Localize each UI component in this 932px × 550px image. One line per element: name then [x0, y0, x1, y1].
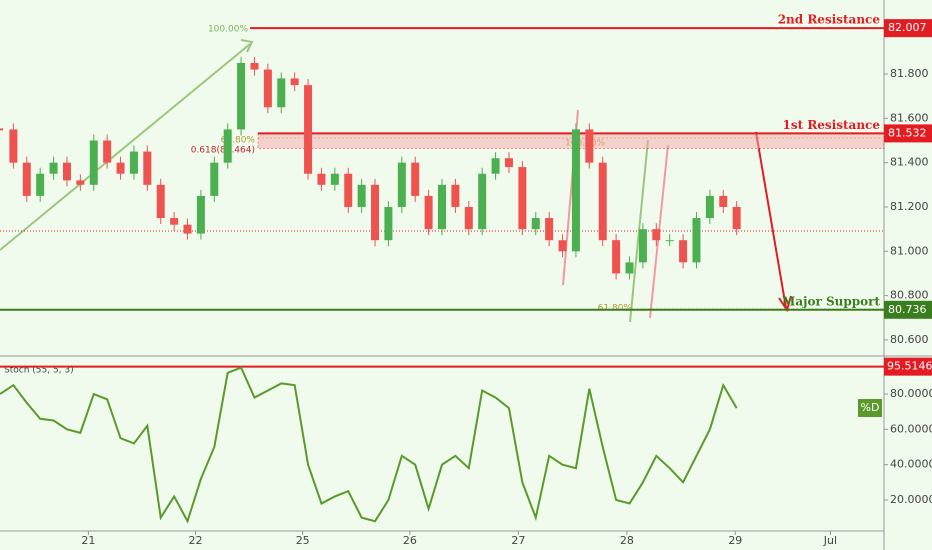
- x-tick-label: 25: [296, 534, 310, 547]
- candle: [478, 173, 487, 230]
- candle: [76, 180, 85, 185]
- x-tick-label: 29: [728, 534, 742, 547]
- candle: [290, 78, 299, 86]
- candle: [705, 195, 714, 219]
- y-tick-label: 81.200: [890, 200, 929, 213]
- level-value: 95.5146: [887, 360, 932, 373]
- level-value: 80.736: [888, 303, 927, 316]
- y2-tick-label: 40.0000: [890, 458, 932, 471]
- candle: [719, 195, 728, 207]
- y-tick-label: 80.600: [890, 333, 929, 346]
- candle: [612, 240, 621, 274]
- fib-label: 61.80%: [221, 136, 256, 146]
- candle: [424, 195, 433, 230]
- candle: [223, 129, 232, 163]
- y2-tick-label: 20.0000: [890, 493, 932, 506]
- fib-label: 61.80%: [598, 304, 633, 314]
- level-tag: [884, 300, 932, 319]
- candle: [665, 240, 674, 242]
- level-value: 82.007: [888, 21, 927, 34]
- candle: [545, 218, 554, 241]
- candle: [464, 206, 473, 230]
- candle: [250, 62, 259, 70]
- candle: [304, 85, 313, 174]
- candle: [344, 173, 353, 207]
- candle: [143, 151, 152, 185]
- candle: [9, 129, 18, 163]
- candle: [357, 184, 366, 207]
- x-tick-label: 21: [81, 534, 95, 547]
- x-tick-label: Jul: [823, 534, 837, 547]
- candle: [22, 162, 31, 196]
- level-tag: [884, 124, 932, 143]
- candle: [103, 140, 112, 163]
- candle: [237, 62, 246, 130]
- candle: [692, 218, 701, 263]
- candle: [156, 184, 165, 219]
- candle: [638, 229, 647, 263]
- y2-tick-label: 60.0000: [890, 422, 932, 435]
- resistance-zone: [257, 132, 885, 149]
- candle: [384, 206, 393, 241]
- level-name: 2nd Resistance: [778, 13, 881, 27]
- candle: [62, 162, 71, 181]
- candle: [558, 240, 567, 252]
- x-tick-label: 28: [620, 534, 634, 547]
- y-tick-label: 81.000: [890, 244, 929, 257]
- candle: [36, 173, 45, 196]
- y2-tick-label: 80.0000: [890, 387, 932, 400]
- level-name: Major Support: [782, 294, 880, 308]
- candle: [89, 140, 98, 185]
- y-tick-label: 81.800: [890, 67, 929, 80]
- candle: [317, 173, 326, 185]
- legend-tag: [858, 399, 882, 417]
- candle: [598, 162, 607, 241]
- candle: [518, 167, 527, 230]
- candle: [263, 69, 272, 108]
- candle: [491, 158, 500, 174]
- level-name: 1st Resistance: [783, 118, 881, 132]
- candle: [652, 229, 661, 241]
- candle: [371, 184, 380, 241]
- indicator-title: Stoch (55, 5, 3): [4, 366, 74, 376]
- candle: [170, 218, 179, 225]
- candle: [210, 162, 219, 196]
- y-tick-label: 81.600: [890, 111, 929, 124]
- fib-label: 0.618(81.464): [191, 146, 255, 156]
- level-value: 81.532: [888, 126, 927, 139]
- candle: [438, 184, 446, 230]
- candle: [49, 162, 58, 174]
- candle: [196, 195, 205, 234]
- candle: [585, 129, 594, 163]
- candle: [411, 162, 420, 196]
- candle: [116, 162, 125, 174]
- candle: [571, 129, 580, 252]
- stoch-line: [0, 366, 738, 524]
- y-tick-label: 81.400: [890, 156, 929, 169]
- candle: [397, 162, 406, 207]
- candle: [625, 262, 634, 274]
- level-tag: [884, 19, 932, 38]
- candle: [277, 78, 286, 108]
- level-tag: [884, 357, 932, 376]
- x-tick-label: 22: [189, 534, 203, 547]
- candle: [183, 224, 192, 234]
- fib-label: 100.00%: [208, 25, 248, 35]
- y-tick-label: 80.800: [890, 289, 929, 302]
- candle: [531, 218, 540, 230]
- candle: [679, 240, 688, 263]
- candle: [732, 206, 741, 230]
- candle: [504, 158, 513, 168]
- candle: [451, 184, 460, 207]
- x-tick-label: 26: [403, 534, 417, 547]
- candle: [330, 173, 339, 185]
- legend-label: %D: [861, 401, 880, 414]
- x-tick-label: 27: [511, 534, 525, 547]
- candle: [129, 151, 138, 174]
